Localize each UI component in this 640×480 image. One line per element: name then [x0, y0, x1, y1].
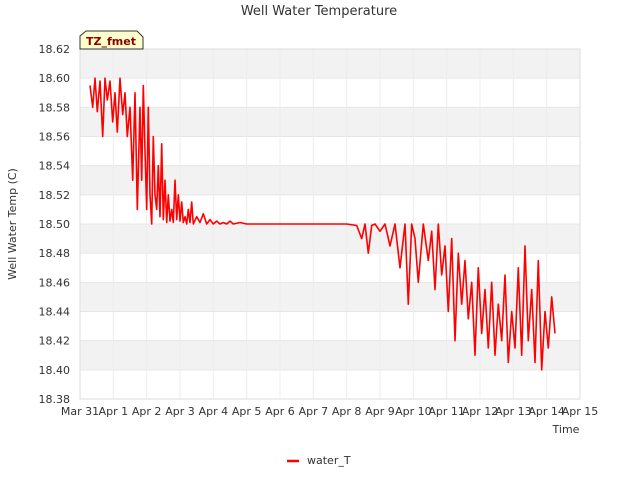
x-tick-label: Apr 6 — [265, 405, 295, 418]
x-tick-label: Apr 3 — [165, 405, 195, 418]
y-axis-ticks: 18.38 18.40 18.42 18.44 18.46 18.48 18.50 18.52… — [39, 43, 71, 406]
plot-background-bands — [80, 49, 580, 370]
legend: water_T — [287, 454, 351, 467]
background-band — [80, 282, 580, 312]
y-tick-label: 18.56 — [39, 131, 71, 144]
y-axis-label: Well Water Temp (C) — [6, 168, 19, 280]
series-line-water-t — [89, 77, 556, 371]
x-axis-label: Time — [552, 423, 580, 436]
background-band — [80, 224, 580, 254]
x-tick-label: Apr 11 — [428, 405, 465, 418]
y-tick-label: 18.38 — [39, 393, 71, 406]
x-tick-label: Apr 9 — [365, 405, 395, 418]
y-tick-label: 18.48 — [39, 247, 71, 260]
x-axis-ticks: Mar 31 Apr 1 Apr 2 Apr 3 Apr 4 Apr 5 Apr 6 Apr … — [61, 405, 598, 418]
y-tick-label: 18.60 — [39, 72, 71, 85]
chart-title: Well Water Temperature — [241, 4, 397, 19]
background-band — [80, 107, 580, 137]
legend-label-water-t: water_T — [307, 454, 351, 467]
y-tick-label: 18.58 — [39, 101, 71, 114]
series-layer — [89, 77, 556, 371]
x-tick-label: Apr 5 — [232, 405, 262, 418]
x-tick-label: Apr 10 — [395, 405, 432, 418]
y-tick-label: 18.40 — [39, 364, 71, 377]
y-tick-label: 18.54 — [39, 160, 71, 173]
y-tick-label: 18.46 — [39, 276, 71, 289]
x-tick-label: Apr 7 — [299, 405, 329, 418]
y-tick-label: 18.52 — [39, 189, 71, 202]
x-tick-label: Apr 2 — [132, 405, 162, 418]
background-band — [80, 340, 580, 370]
x-tick-label: Apr 4 — [199, 405, 229, 418]
y-tick-label: 18.42 — [39, 335, 71, 348]
y-tick-label: 18.44 — [39, 306, 71, 319]
x-tick-label: Apr 15 — [562, 405, 599, 418]
x-tick-label: Apr 12 — [462, 405, 499, 418]
background-band — [80, 49, 580, 79]
x-tick-label: Apr 14 — [528, 405, 565, 418]
y-tick-label: 18.50 — [39, 218, 71, 231]
tz-badge-label: TZ_fmet — [86, 35, 136, 48]
tz-badge-shape — [79, 30, 144, 50]
plot-frame — [79, 48, 581, 400]
tz-badge: TZ_fmet — [79, 30, 144, 50]
x-tick-label: Apr 8 — [332, 405, 362, 418]
x-tick-label: Apr 1 — [99, 405, 129, 418]
x-tick-label: Apr 13 — [495, 405, 532, 418]
y-tick-label: 18.62 — [39, 43, 71, 56]
x-tick-label: Mar 31 — [61, 405, 99, 418]
